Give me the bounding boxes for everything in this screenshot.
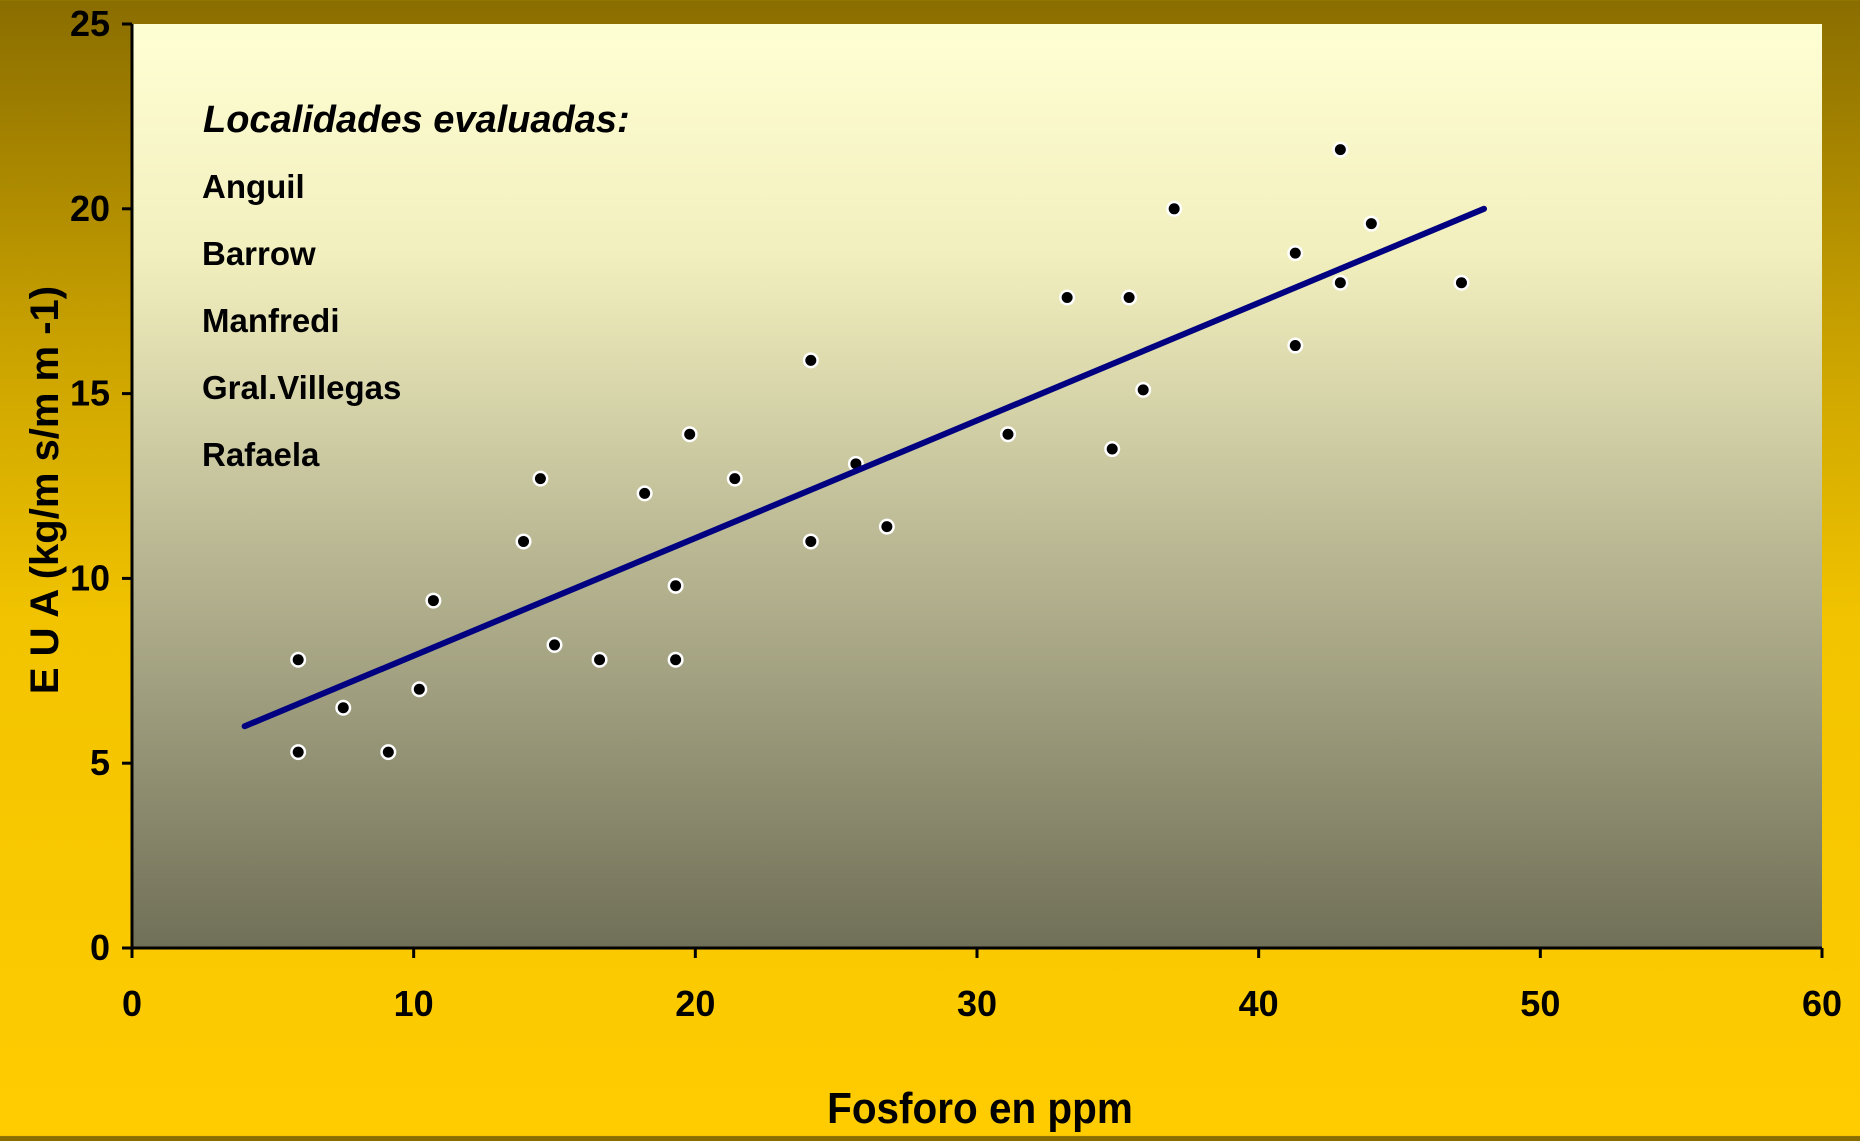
data-point <box>1287 245 1304 262</box>
data-point-marker <box>549 639 560 651</box>
legend-item: Rafaela <box>202 436 320 473</box>
y-tick-label: 0 <box>90 927 110 968</box>
data-point <box>802 352 819 369</box>
data-point <box>1453 274 1470 291</box>
data-point-marker <box>292 654 304 666</box>
axes: 0 10 20 30 40 50 60 0 5 10 15 20 25 <box>70 3 1842 1024</box>
data-point-marker <box>670 654 682 666</box>
data-point <box>1135 381 1152 398</box>
data-point-marker <box>413 683 425 695</box>
data-point-marker <box>1334 277 1346 289</box>
y-tick-label: 5 <box>90 742 110 783</box>
data-point <box>802 533 819 550</box>
data-point-marker <box>1123 292 1135 304</box>
data-point <box>546 636 563 653</box>
data-point-marker <box>1289 340 1301 352</box>
trendline <box>241 205 1487 730</box>
y-tick-label: 15 <box>70 373 110 414</box>
data-point-marker <box>850 458 862 470</box>
data-point-marker <box>670 580 682 592</box>
data-point <box>1059 289 1076 306</box>
data-point-marker <box>805 354 817 366</box>
data-point <box>515 533 532 550</box>
y-axis-label: E U A (kg/m s/m m -1) <box>23 286 67 694</box>
x-tick-label: 20 <box>675 983 715 1024</box>
data-point-marker <box>292 746 304 758</box>
legend-title: Localidades evaluadas: <box>203 99 630 141</box>
data-point-marker <box>881 521 893 533</box>
data-point-marker <box>337 702 349 714</box>
data-point-marker <box>1137 384 1149 396</box>
x-tick-label: 60 <box>1802 983 1842 1024</box>
legend-item: Gral.Villegas <box>202 369 401 406</box>
y-tick-label: 20 <box>70 188 110 229</box>
legend-item: Anguil <box>202 168 305 205</box>
data-point <box>335 699 352 716</box>
data-point <box>1332 141 1349 158</box>
data-point <box>1166 200 1183 217</box>
x-tick-label: 30 <box>957 983 997 1024</box>
data-point <box>411 681 428 698</box>
x-tick-label: 10 <box>394 983 434 1024</box>
data-points <box>290 141 1470 761</box>
data-point-marker <box>1168 203 1180 215</box>
data-point-marker <box>1061 292 1073 304</box>
x-tick-label: 50 <box>1520 983 1560 1024</box>
data-point <box>681 426 698 443</box>
data-point <box>1121 289 1138 306</box>
data-point-marker <box>1289 247 1301 259</box>
data-point <box>591 651 608 668</box>
data-point <box>636 485 653 502</box>
data-point-marker <box>1334 144 1346 156</box>
data-point-marker <box>639 487 651 499</box>
data-point <box>1104 441 1121 458</box>
legend-item: Barrow <box>202 235 316 272</box>
data-point-marker <box>382 746 394 758</box>
data-point-marker <box>427 595 439 607</box>
data-point-marker <box>805 535 817 547</box>
data-point-marker <box>518 535 530 547</box>
data-point-marker <box>729 473 741 485</box>
x-axis-label: Fosforo en ppm <box>827 1083 1133 1132</box>
data-point-marker <box>534 473 546 485</box>
data-point <box>667 651 684 668</box>
data-point <box>667 577 684 594</box>
data-point <box>726 470 743 487</box>
trendline-group <box>241 205 1487 730</box>
x-tick-label: 0 <box>122 983 142 1024</box>
data-point <box>1363 215 1380 232</box>
data-point <box>425 592 442 609</box>
data-point-marker <box>594 654 606 666</box>
y-tick-label: 10 <box>70 557 110 598</box>
y-tick-label: 25 <box>70 3 110 44</box>
data-point <box>380 744 397 761</box>
data-point <box>878 518 895 535</box>
data-point <box>1332 274 1349 291</box>
data-point <box>532 470 549 487</box>
legend: Localidades evaluadas: Anguil Barrow Manfr… <box>202 99 630 473</box>
plot-area <box>132 24 1822 948</box>
data-point <box>290 651 307 668</box>
legend-item: Manfredi <box>202 302 340 339</box>
data-point-marker <box>1106 443 1118 455</box>
data-point-marker <box>1365 218 1377 230</box>
data-point <box>999 426 1016 443</box>
data-point-marker <box>1455 277 1467 289</box>
data-point <box>290 744 307 761</box>
data-point-marker <box>1002 428 1014 440</box>
data-point <box>1287 337 1304 354</box>
x-tick-label: 40 <box>1239 983 1279 1024</box>
data-point-marker <box>684 428 696 440</box>
